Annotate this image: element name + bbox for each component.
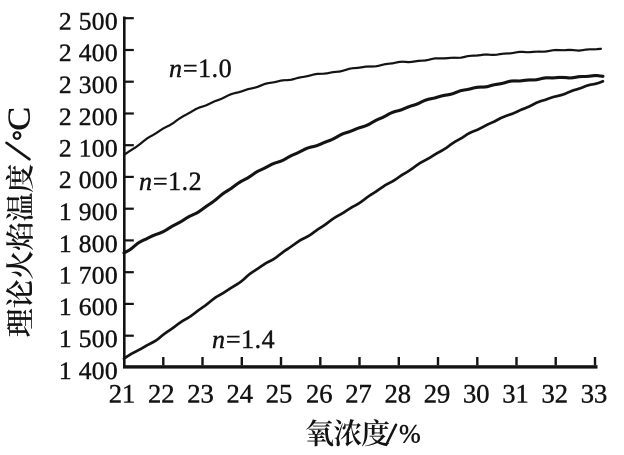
svg-text:26: 26 [306, 379, 333, 409]
svg-text:n=1.0: n=1.0 [169, 54, 232, 83]
svg-text:1 800: 1 800 [59, 229, 118, 258]
svg-text:2 500: 2 500 [59, 7, 118, 36]
svg-text:n=1.4: n=1.4 [212, 325, 275, 354]
svg-text:1 900: 1 900 [59, 197, 118, 226]
svg-text:2 300: 2 300 [59, 70, 118, 99]
svg-text:31: 31 [502, 379, 529, 409]
svg-text:27: 27 [345, 379, 372, 409]
svg-text:25: 25 [266, 379, 293, 409]
svg-text:2 200: 2 200 [59, 102, 118, 131]
svg-text:23: 23 [187, 379, 214, 409]
svg-text:C: C [3, 107, 37, 131]
svg-text:n=1.2: n=1.2 [139, 167, 202, 196]
svg-text:32: 32 [542, 379, 569, 409]
svg-text:1 500: 1 500 [59, 324, 118, 353]
svg-text:2 100: 2 100 [59, 134, 118, 163]
svg-text:29: 29 [424, 379, 451, 409]
svg-text:%: % [399, 419, 421, 448]
svg-text:24: 24 [227, 379, 254, 409]
svg-text:1 600: 1 600 [59, 292, 118, 321]
svg-text:28: 28 [385, 379, 412, 409]
svg-text:2 400: 2 400 [59, 38, 118, 67]
svg-text:21: 21 [109, 379, 136, 409]
svg-text:1 400: 1 400 [59, 356, 118, 385]
svg-text:1 700: 1 700 [59, 261, 118, 290]
svg-text:30: 30 [463, 379, 490, 409]
svg-text:22: 22 [148, 379, 175, 409]
svg-text:33: 33 [581, 379, 608, 409]
svg-text:2 000: 2 000 [59, 165, 118, 194]
